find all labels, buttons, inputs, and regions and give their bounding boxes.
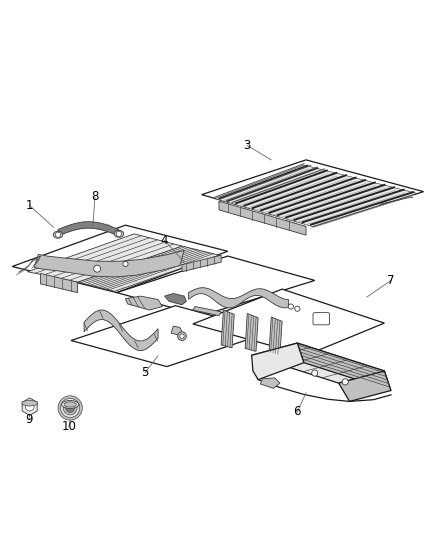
Polygon shape <box>12 225 228 293</box>
Circle shape <box>288 304 293 309</box>
Polygon shape <box>71 305 271 367</box>
Text: 1: 1 <box>26 199 33 212</box>
Polygon shape <box>28 234 182 282</box>
Text: 6: 6 <box>293 406 301 418</box>
Polygon shape <box>22 400 37 406</box>
Polygon shape <box>125 296 162 310</box>
Circle shape <box>94 265 101 272</box>
Circle shape <box>116 231 121 237</box>
Polygon shape <box>165 294 186 305</box>
Circle shape <box>58 396 82 420</box>
Circle shape <box>180 334 184 338</box>
Circle shape <box>178 332 186 341</box>
Polygon shape <box>201 160 424 227</box>
Polygon shape <box>193 306 221 316</box>
Circle shape <box>123 261 128 266</box>
Polygon shape <box>78 246 219 292</box>
Circle shape <box>312 370 318 376</box>
Circle shape <box>66 403 74 413</box>
Circle shape <box>60 398 80 417</box>
Ellipse shape <box>114 230 124 237</box>
Ellipse shape <box>53 231 63 238</box>
Polygon shape <box>339 371 391 401</box>
Circle shape <box>63 401 77 415</box>
Polygon shape <box>297 343 391 391</box>
Polygon shape <box>215 165 417 227</box>
Ellipse shape <box>64 402 76 407</box>
Polygon shape <box>269 317 282 355</box>
Text: 4: 4 <box>161 234 168 247</box>
Polygon shape <box>22 398 37 415</box>
Text: 8: 8 <box>91 190 99 204</box>
Polygon shape <box>221 310 234 348</box>
Text: 10: 10 <box>61 420 76 433</box>
Polygon shape <box>182 255 221 272</box>
Polygon shape <box>41 273 78 293</box>
Polygon shape <box>245 313 258 351</box>
Polygon shape <box>84 310 158 351</box>
Circle shape <box>295 306 300 311</box>
Polygon shape <box>34 251 184 277</box>
Polygon shape <box>171 326 182 335</box>
Circle shape <box>342 379 348 385</box>
Polygon shape <box>58 222 119 236</box>
Polygon shape <box>219 201 306 235</box>
Polygon shape <box>188 288 289 308</box>
Text: 7: 7 <box>387 274 395 287</box>
Text: 3: 3 <box>244 139 251 152</box>
FancyBboxPatch shape <box>313 313 329 325</box>
Polygon shape <box>252 343 304 379</box>
Polygon shape <box>117 256 315 316</box>
Polygon shape <box>260 378 280 389</box>
Circle shape <box>55 232 60 237</box>
Circle shape <box>25 402 34 411</box>
Polygon shape <box>252 343 385 383</box>
Ellipse shape <box>61 400 79 408</box>
Text: 9: 9 <box>25 413 32 426</box>
Polygon shape <box>193 289 385 356</box>
Text: 5: 5 <box>141 366 148 379</box>
